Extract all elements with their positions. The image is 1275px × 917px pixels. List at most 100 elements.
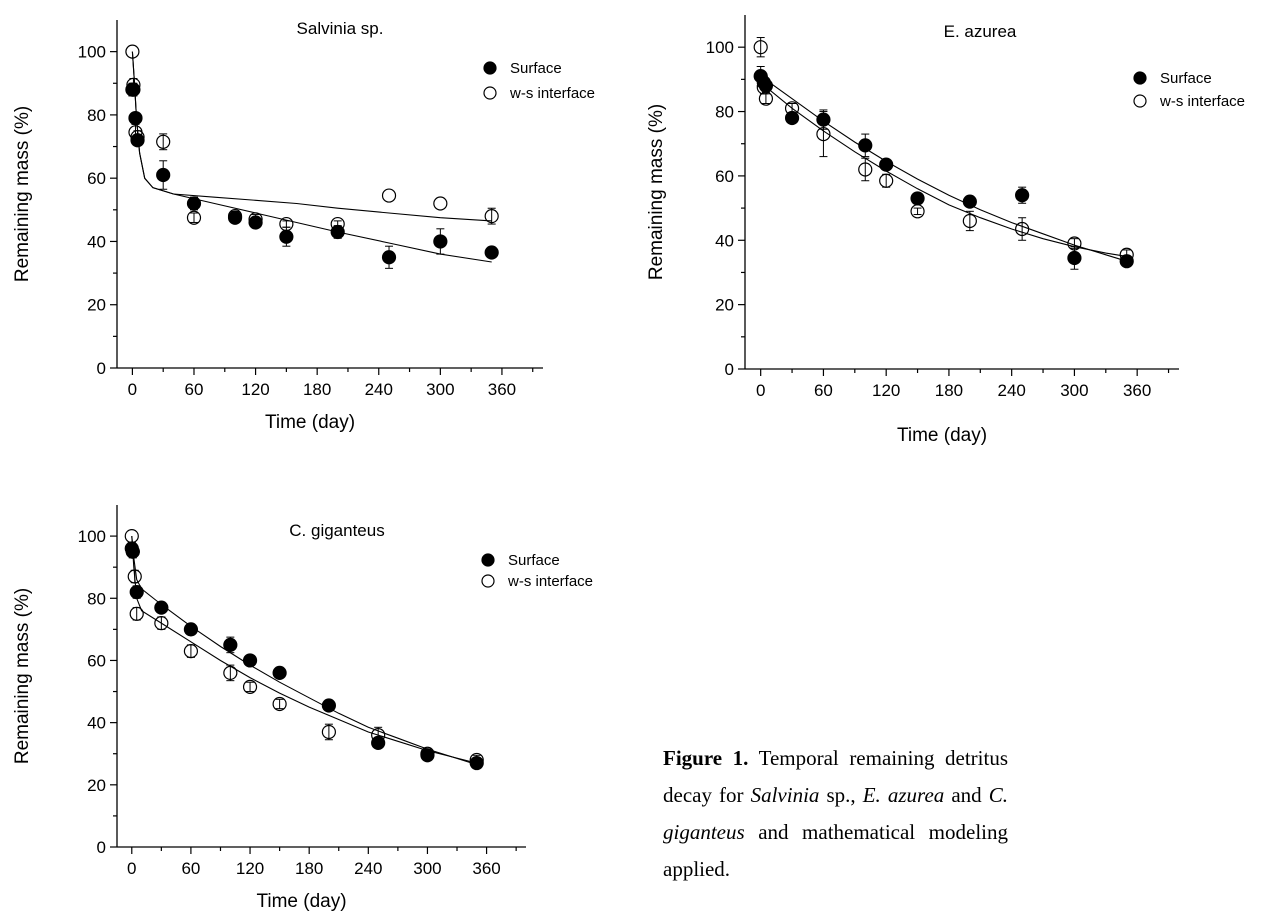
c-giganteus-title: C. giganteus: [289, 521, 384, 540]
c-giganteus-w-s-interface-point: [127, 569, 142, 584]
e-azurea-surface-legend-marker: [1133, 71, 1147, 85]
salvinia-sp-x-tick-label: 360: [488, 380, 516, 399]
salvinia-sp-w-s-interface-point: [433, 196, 448, 211]
e-azurea-x-tick-label: 60: [814, 381, 833, 400]
figure-caption: Figure 1. Temporal remaining detritus de…: [663, 740, 1008, 888]
c-giganteus-y-tick-label: 80: [87, 589, 106, 608]
e-azurea-w-s-interface-point: [962, 213, 977, 229]
salvinia-sp-title: Salvinia sp.: [297, 19, 384, 38]
c-giganteus-w-s-interface-legend-marker: [481, 574, 495, 588]
e-azurea-x-tick-label: 0: [756, 381, 765, 400]
caption-text-4: and mathematical modeling applied.: [663, 820, 1008, 881]
caption-text-3: and: [944, 783, 989, 807]
e-azurea-x-tick-label: 180: [935, 381, 963, 400]
salvinia-sp-w-s-interface-point: [330, 216, 345, 232]
salvinia-sp-x-tick-label: 300: [426, 380, 454, 399]
salvinia-sp-x-tick-label: 60: [185, 380, 204, 399]
salvinia-sp-w-s-interface-legend-label: w-s interface: [509, 85, 595, 102]
e-azurea-y-tick-label: 100: [706, 38, 734, 57]
salvinia-sp-x-tick-label: 180: [303, 380, 331, 399]
c-giganteus-x-tick-label: 180: [295, 859, 323, 878]
e-azurea-w-s-interface-point: [1067, 236, 1082, 251]
c-giganteus-surface-point: [154, 600, 169, 615]
e-azurea-chart-svg: 0 60 120 180 240 300 360 0 20 40 60 80 100 Time (day)…: [646, 15, 1245, 446]
salvinia-sp-w-s-interface-point: [186, 210, 202, 225]
c-giganteus-x-tick-label: 240: [354, 859, 382, 878]
salvinia-sp-x-tick-label: 240: [365, 380, 393, 399]
e-azurea-surface-point: [879, 157, 894, 172]
salvinia-sp-w-s-interface-point: [484, 209, 499, 224]
e-azurea-w-s-interface-legend-marker: [1133, 94, 1147, 108]
e-azurea-y-tick-label: 40: [715, 231, 734, 250]
c-giganteus-x-tick-label: 120: [236, 859, 264, 878]
salvinia-sp-y-tick-label: 60: [87, 169, 106, 188]
c-giganteus-x-tick-label: 0: [127, 859, 136, 878]
c-giganteus-y-tick-label: 40: [87, 714, 106, 733]
salvinia-sp-w-s-interface-point: [130, 129, 145, 145]
e-azurea-w-s-interface-fit-curve: [760, 82, 1127, 257]
e-azurea-w-s-interface-legend-label: w-s interface: [1159, 93, 1245, 110]
c-giganteus-w-s-interface-point: [124, 528, 139, 544]
e-azurea-x-axis-label: Time (day): [897, 425, 987, 446]
c-giganteus-w-s-interface-point: [469, 752, 484, 768]
e-azurea-w-s-interface-point: [753, 40, 768, 55]
salvinia-sp-x-tick-label: 0: [128, 380, 137, 399]
e-azurea-w-s-interface-point: [1015, 221, 1030, 237]
salvinia-sp-y-tick-label: 40: [87, 232, 106, 251]
chart-panel-salvinia: 0 60 120 180 240 300 360 0 20 40 60 80 100 Time (day)…: [0, 0, 595, 450]
c-giganteus-w-s-interface-point: [242, 679, 258, 694]
c-giganteus-y-axis-label: Remaining mass (%): [12, 588, 33, 764]
salvinia-sp-surface-fit-curve: [131, 51, 492, 263]
c-giganteus-x-tick-label: 360: [472, 859, 500, 878]
salvinia-sp-w-s-interface-point: [279, 216, 294, 232]
salvinia-sp-y-tick-label: 20: [87, 296, 106, 315]
salvinia-sp-w-s-interface-point: [125, 44, 140, 59]
salvinia-sp-y-tick-label: 100: [78, 43, 106, 62]
salvinia-sp-y-tick-label: 80: [87, 106, 106, 125]
salvinia-sp-x-axis-label: Time (day): [265, 412, 355, 433]
c-giganteus-surface-point: [242, 653, 258, 668]
e-azurea-y-tick-label: 20: [715, 296, 734, 315]
salvinia-sp-w-s-interface-legend-marker: [483, 86, 497, 100]
c-giganteus-w-s-interface-fit-curve: [131, 536, 477, 764]
c-giganteus-surface-legend-marker: [481, 553, 495, 567]
c-giganteus-x-tick-label: 60: [181, 859, 200, 878]
c-giganteus-y-tick-label: 0: [97, 838, 106, 857]
caption-species-1: Salvinia: [750, 783, 820, 807]
salvinia-sp-surface-legend-label: Surface: [510, 60, 562, 77]
e-azurea-surface-point: [962, 194, 977, 209]
c-giganteus-w-s-interface-point: [272, 696, 287, 712]
salvinia-sp-surface-point: [484, 245, 499, 260]
e-azurea-w-s-interface-point: [858, 162, 873, 177]
salvinia-sp-surface-point: [433, 234, 448, 249]
e-azurea-w-s-interface-point: [1119, 247, 1134, 262]
salvinia-sp-y-axis-label: Remaining mass (%): [12, 106, 33, 282]
e-azurea-y-axis-label: Remaining mass (%): [646, 104, 667, 280]
salvinia-sp-w-s-interface-point: [126, 77, 141, 92]
salvinia-sp-w-s-interface-point: [227, 209, 243, 224]
c-giganteus-surface-point: [183, 622, 199, 637]
caption-species-2: E. azurea: [862, 783, 945, 807]
salvinia-sp-w-s-interface-point: [248, 212, 263, 227]
e-azurea-surface-point: [910, 191, 925, 206]
c-giganteus-surface-fit-curve: [131, 536, 477, 766]
c-giganteus-w-s-interface-point: [223, 665, 238, 680]
c-giganteus-x-tick-label: 300: [413, 859, 441, 878]
e-azurea-y-tick-label: 0: [725, 360, 734, 379]
c-giganteus-surface-point: [321, 698, 336, 713]
c-giganteus-w-s-interface-point: [154, 616, 169, 631]
c-giganteus-w-s-interface-point: [321, 724, 336, 740]
salvinia-sp-surface-point: [381, 250, 397, 265]
e-azurea-surface-point: [1067, 250, 1082, 266]
c-giganteus-w-s-interface-legend-label: w-s interface: [507, 573, 593, 590]
e-azurea-w-s-interface-point: [879, 173, 894, 188]
e-azurea-y-tick-label: 80: [715, 103, 734, 122]
e-azurea-surface-point: [858, 138, 873, 153]
c-giganteus-w-s-interface-point: [420, 746, 435, 761]
c-giganteus-surface-point: [223, 637, 238, 653]
c-giganteus-w-s-interface-point: [125, 544, 140, 559]
e-azurea-w-s-interface-point: [784, 101, 800, 116]
e-azurea-w-s-interface-point: [816, 126, 831, 142]
salvinia-sp-surface-point: [279, 229, 294, 244]
salvinia-sp-x-tick-label: 120: [241, 380, 269, 399]
